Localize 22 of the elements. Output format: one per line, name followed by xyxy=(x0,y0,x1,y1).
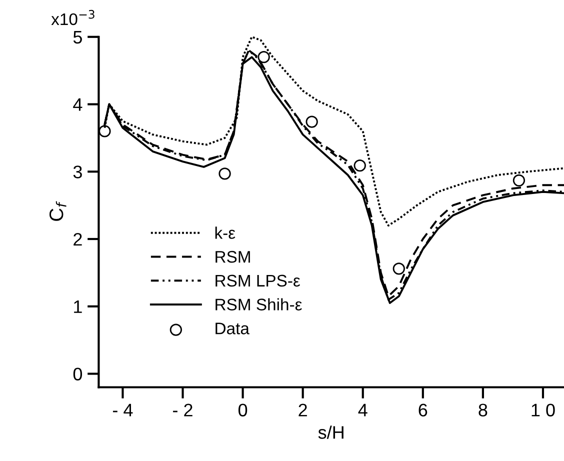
y-tick-label: 4 xyxy=(73,98,82,111)
y-axis-title: C$_{f}$ xyxy=(49,201,66,221)
y-tick-label: 2 xyxy=(74,232,82,246)
y-tick-label: 5 xyxy=(73,31,82,44)
legend-label: RSM LPS-ε xyxy=(216,274,300,287)
legend-label: RSM xyxy=(216,250,250,263)
y-tick-label: 0 xyxy=(73,368,82,380)
x-tick-label: 6 xyxy=(418,404,428,416)
legend-label: Data xyxy=(216,322,250,334)
x-axis-title: s/H xyxy=(318,426,344,439)
x-tick-label: 1 0 xyxy=(532,404,555,416)
x-tick-label: 8 xyxy=(478,404,488,416)
y-tick-label: 3 xyxy=(73,166,82,178)
y-tick-label: 1 xyxy=(74,300,82,313)
x-tick-label: - 4 xyxy=(112,404,133,416)
text: x10$^{−3}$ xyxy=(51,10,94,26)
x-tick-label: 0 xyxy=(238,404,248,416)
legend-label: k-ε xyxy=(215,226,236,239)
x-tick-label: 2 xyxy=(298,404,307,416)
x-tick-label: 4 xyxy=(358,404,368,416)
x-tick-label: - 2 xyxy=(173,404,192,416)
legend-label: RSM Shih-ε xyxy=(216,298,302,310)
